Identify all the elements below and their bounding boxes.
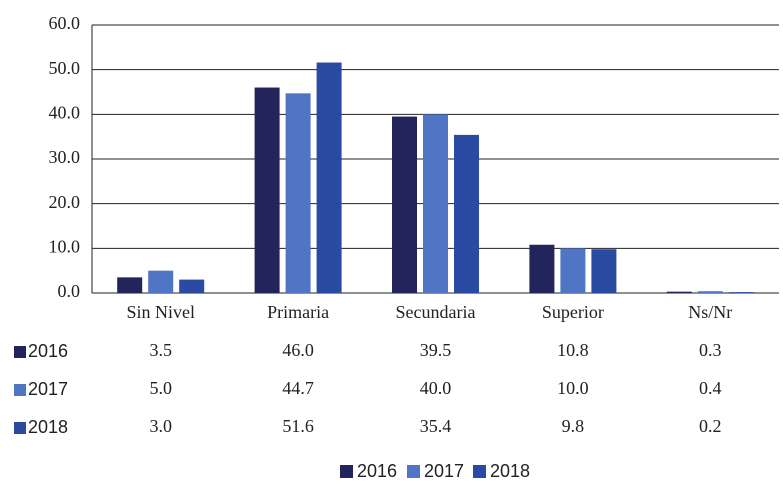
table-cell: 40.0 [420,378,452,398]
table-cell: 46.0 [282,340,314,360]
row-swatch [14,384,26,396]
bar [591,249,617,293]
table-cell: 10.8 [557,340,589,360]
bar [316,62,342,293]
x-tick-label: Ns/Nr [688,302,732,322]
bar [179,279,205,293]
table-cell: 0.3 [699,340,722,360]
bar [560,248,586,293]
row-label: 2016 [28,341,68,361]
table-cell: 3.0 [149,416,172,436]
table-cell: 5.0 [149,378,172,398]
table-cell: 0.4 [699,378,722,398]
bar [392,116,417,293]
y-tick-label: 0.0 [58,281,81,301]
row-swatch [14,346,26,358]
table-cell: 0.2 [699,416,722,436]
table-cell: 3.5 [149,340,172,360]
row-label: 2018 [28,417,68,437]
y-tick-label: 10.0 [49,236,81,256]
legend-swatch [407,465,420,478]
x-tick-label: Primaria [267,302,329,322]
x-tick-label: Sin Nivel [126,302,195,322]
table-cell: 51.6 [282,416,314,436]
table-cell: 35.4 [420,416,452,436]
legend-label: 2017 [424,461,464,481]
x-tick-label: Superior [542,302,604,322]
table-cell: 10.0 [557,378,589,398]
legend-swatch [473,465,486,478]
bar [148,270,174,293]
bar [285,93,311,293]
table-cell: 39.5 [420,340,452,360]
legend-label: 2018 [490,461,530,481]
bar [529,244,555,293]
row-label: 2017 [28,379,68,399]
legend-swatch [340,465,353,478]
bar [697,291,723,293]
bar [728,292,754,293]
y-tick-label: 30.0 [49,147,81,167]
table-cell: 44.7 [282,378,314,398]
bar [454,134,479,293]
bar [423,114,448,293]
bar [254,87,280,294]
x-tick-label: Secundaria [396,302,476,322]
legend-label: 2016 [357,461,397,481]
y-tick-label: 60.0 [49,13,81,33]
table-cell: 9.8 [562,416,585,436]
y-tick-label: 20.0 [49,192,81,212]
bar [666,291,692,293]
y-tick-label: 40.0 [49,102,81,122]
y-tick-label: 50.0 [49,58,81,78]
row-swatch [14,422,26,434]
bar [117,277,143,293]
